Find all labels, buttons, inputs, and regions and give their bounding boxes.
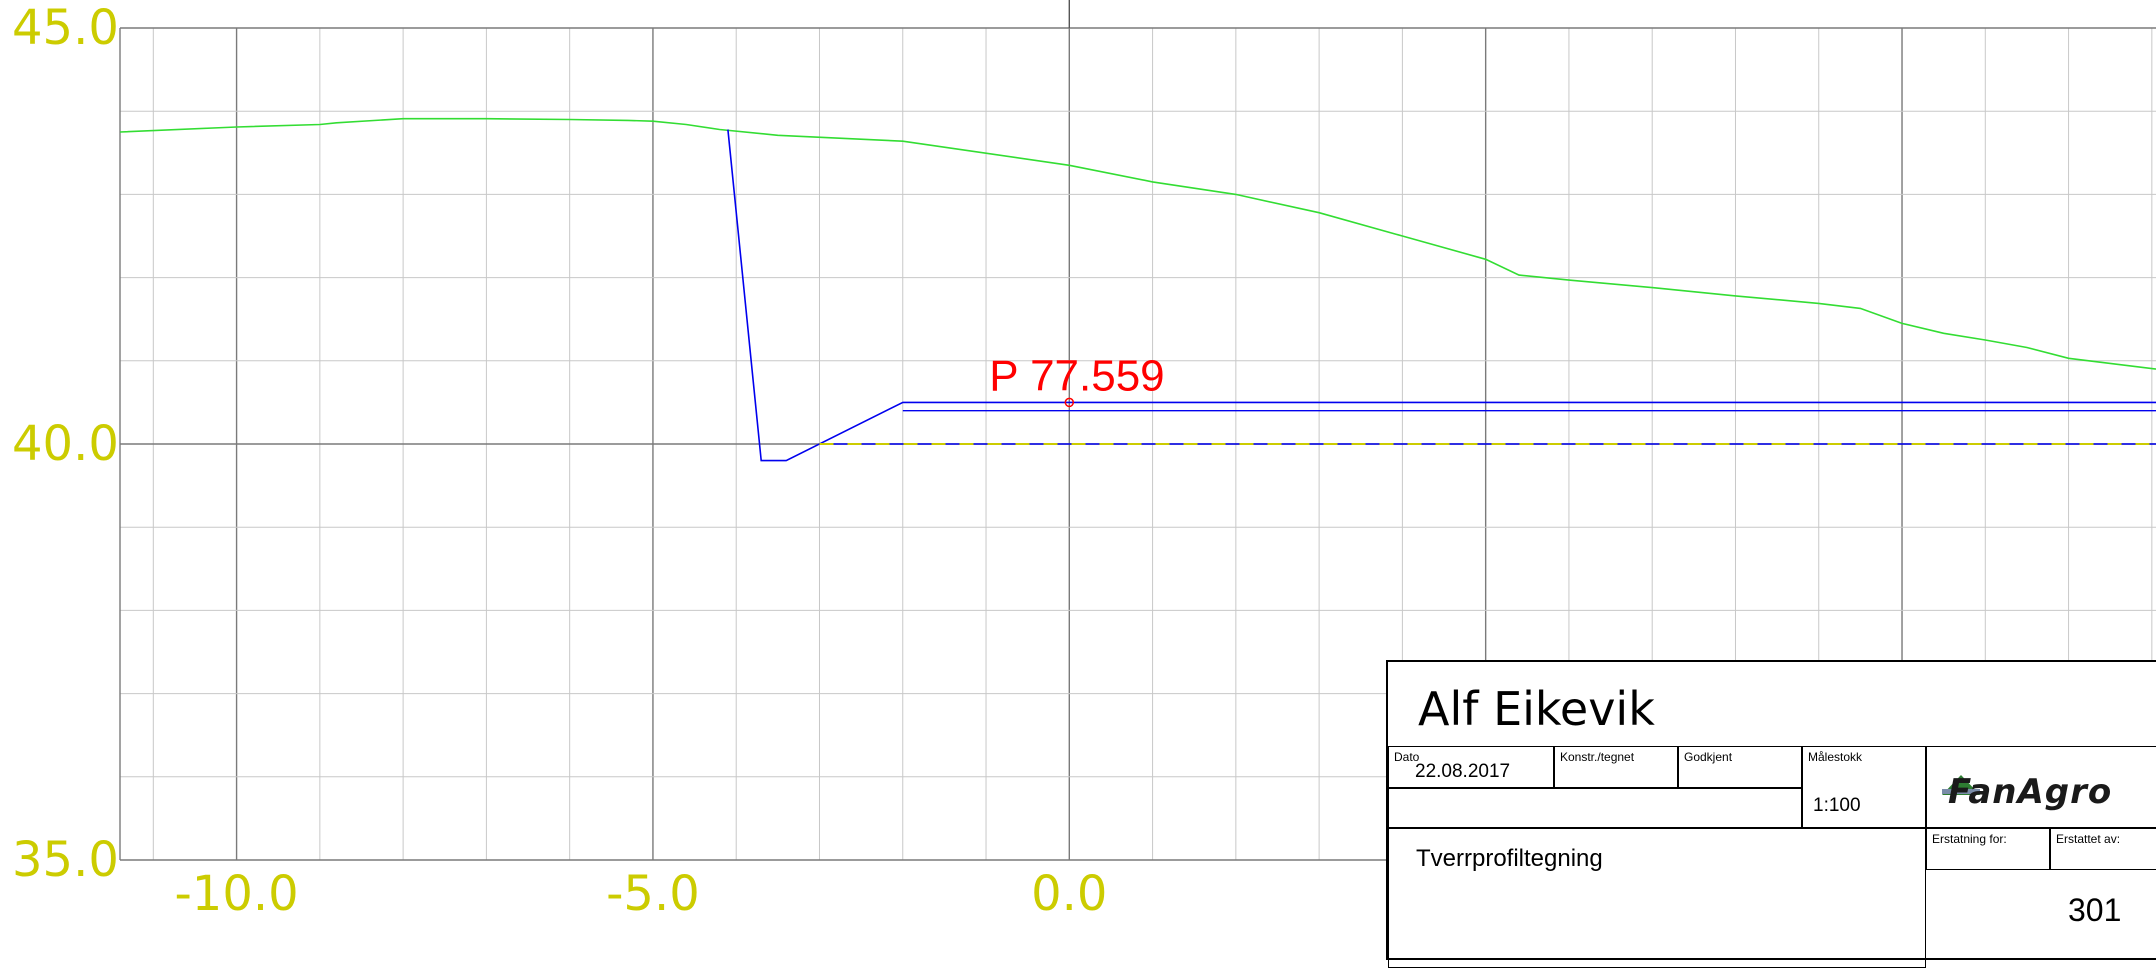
empty-row-cell xyxy=(1388,788,1802,828)
date-label: Dato xyxy=(1394,750,1420,764)
scale-cell: Målestokk 1:100 xyxy=(1802,746,1926,828)
drawing-title: Tverrprofiltegning xyxy=(1416,845,1603,872)
x-tick-label: -5.0 xyxy=(606,866,700,919)
date-value: 22.08.2017 xyxy=(1415,761,1511,782)
terrain-line xyxy=(119,117,2156,370)
logo-cell xyxy=(1926,746,2156,828)
owner-name: Alf Eikevik xyxy=(1418,682,1655,736)
title-block: Alf Eikevik Dato 22.08.2017 Konstr./tegn… xyxy=(1386,660,2156,968)
y-tick-label: 40.0 xyxy=(12,416,119,472)
drawing-number: 301 xyxy=(2068,892,2122,928)
approved-label: Godkjent xyxy=(1684,750,1733,764)
company-logo-bar xyxy=(1942,789,1980,794)
x-tick-label: -10.0 xyxy=(174,866,298,919)
date-cell: Dato 22.08.2017 xyxy=(1388,746,1554,788)
company-logo: FanAgro xyxy=(1948,772,2113,812)
drawn-cell: Konstr./tegnet xyxy=(1554,746,1678,788)
point-marker-group: P 77.559 xyxy=(989,351,1165,408)
y-tick-label: 45.0 xyxy=(12,0,119,56)
point-label: P 77.559 xyxy=(989,351,1164,400)
replaces-label: Erstatning for: xyxy=(1932,832,2007,846)
scale-label: Målestokk xyxy=(1808,750,1863,764)
point-marker-icon xyxy=(1064,397,1075,408)
plot-series xyxy=(119,117,2156,462)
replaced-by-cell: Erstattet av: xyxy=(2050,828,2156,870)
replaces-cell: Erstatning for: xyxy=(1926,828,2050,870)
axis-ticks: 35.0 40.0 45.0 -10.0 -5.0 0.0 xyxy=(12,0,1107,919)
approved-cell: Godkjent xyxy=(1678,746,1802,788)
y-tick-label: 35.0 xyxy=(12,832,119,888)
design-profile-line xyxy=(727,129,2156,462)
drawn-label: Konstr./tegnet xyxy=(1560,750,1635,764)
x-tick-label: 0.0 xyxy=(1031,866,1107,919)
replaced-by-label: Erstattet av: xyxy=(2056,832,2121,846)
scale-value: 1:100 xyxy=(1813,795,1861,816)
